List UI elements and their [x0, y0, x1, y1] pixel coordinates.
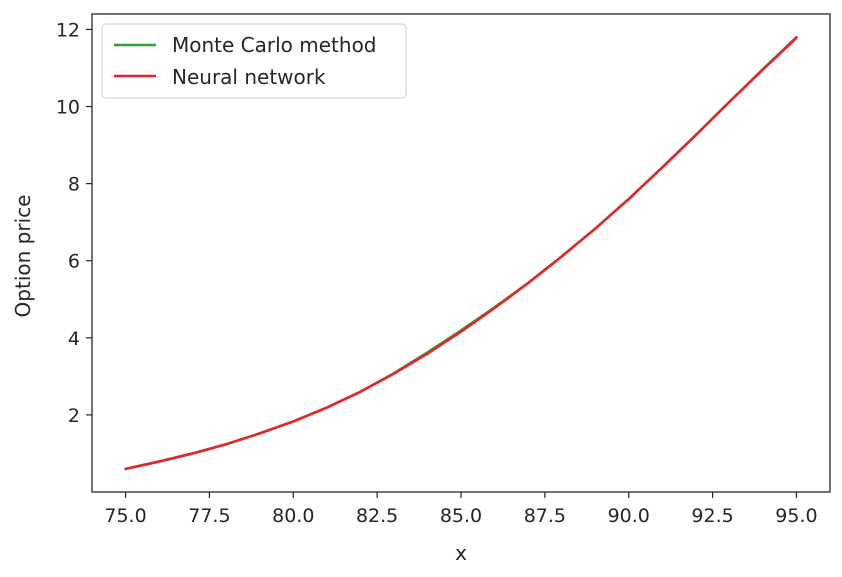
y-tick-label: 6	[68, 251, 80, 273]
x-axis: 75.0 77.5 80.0 82.5 85.0 87.5 90.0 92.5 95.0	[104, 492, 818, 527]
y-tick-label: 12	[56, 19, 80, 41]
x-tick-label: 75.0	[104, 505, 146, 527]
y-tick-label: 8	[68, 174, 80, 196]
x-tick-label: 95.0	[775, 505, 817, 527]
x-tick-label: 80.0	[272, 505, 314, 527]
y-tick-label: 2	[68, 405, 80, 427]
x-tick-label: 90.0	[608, 505, 650, 527]
y-tick-label: 4	[68, 328, 80, 350]
legend-label-neural-network: Neural network	[172, 65, 326, 89]
x-tick-label: 85.0	[440, 505, 482, 527]
x-axis-label: x	[455, 541, 467, 565]
x-tick-label: 92.5	[691, 505, 733, 527]
y-axis-label: Option price	[11, 195, 35, 318]
x-tick-label: 77.5	[188, 505, 230, 527]
series-layer	[124, 35, 798, 471]
y-tick-label: 10	[56, 97, 80, 119]
series-line-neural-network	[124, 36, 798, 471]
x-tick-label: 82.5	[356, 505, 398, 527]
legend-label-monte-carlo: Monte Carlo method	[172, 33, 377, 57]
x-tick-label: 87.5	[524, 505, 566, 527]
legend-frame	[101, 23, 407, 99]
plot-frame	[91, 13, 831, 493]
legend: Monte Carlo method Neural network	[101, 23, 407, 99]
y-axis: 2 4 6 8 10 12	[56, 19, 92, 427]
